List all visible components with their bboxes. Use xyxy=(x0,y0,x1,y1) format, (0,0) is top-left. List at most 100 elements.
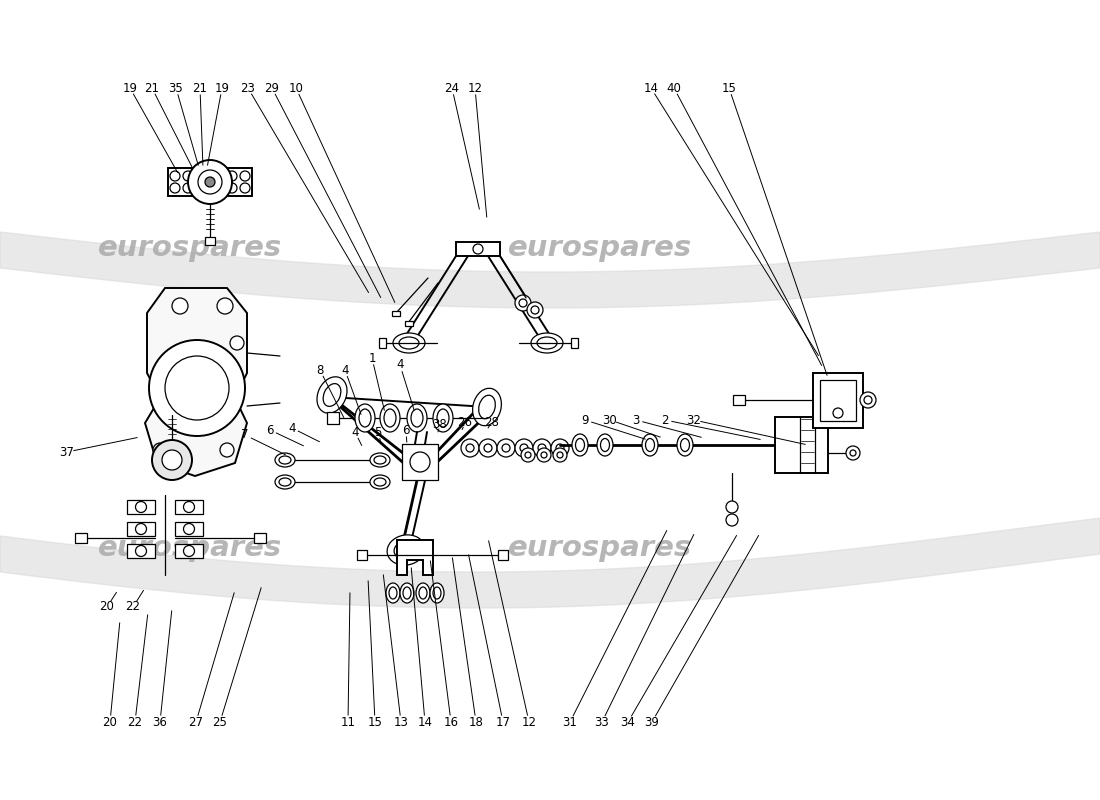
Circle shape xyxy=(538,444,546,452)
Text: 9: 9 xyxy=(581,414,589,426)
Ellipse shape xyxy=(478,395,495,418)
Text: 25: 25 xyxy=(212,715,228,729)
Text: 15: 15 xyxy=(367,715,383,729)
Circle shape xyxy=(152,440,192,480)
Circle shape xyxy=(478,439,497,457)
Polygon shape xyxy=(175,544,204,558)
Text: 33: 33 xyxy=(595,715,609,729)
Circle shape xyxy=(527,302,543,318)
Text: 21: 21 xyxy=(192,82,208,94)
Ellipse shape xyxy=(433,587,441,599)
Text: 37: 37 xyxy=(59,446,75,458)
Polygon shape xyxy=(397,540,433,575)
Text: 27: 27 xyxy=(188,715,204,729)
Circle shape xyxy=(170,171,180,181)
Circle shape xyxy=(466,444,474,452)
Text: 12: 12 xyxy=(521,715,537,729)
Text: eurospares: eurospares xyxy=(508,234,692,262)
Text: 12: 12 xyxy=(468,82,483,94)
Ellipse shape xyxy=(537,337,557,349)
Bar xyxy=(733,395,745,405)
Text: 39: 39 xyxy=(645,715,659,729)
Text: 3: 3 xyxy=(632,414,640,426)
Circle shape xyxy=(846,446,860,460)
Ellipse shape xyxy=(393,333,425,353)
Ellipse shape xyxy=(433,404,453,432)
Ellipse shape xyxy=(279,478,292,486)
Bar xyxy=(205,237,214,245)
Circle shape xyxy=(198,170,222,194)
Ellipse shape xyxy=(394,541,418,559)
Circle shape xyxy=(726,501,738,513)
Circle shape xyxy=(240,171,250,181)
Circle shape xyxy=(461,439,478,457)
Ellipse shape xyxy=(473,388,502,426)
Text: 1: 1 xyxy=(368,351,376,365)
Ellipse shape xyxy=(370,453,390,467)
Text: 4: 4 xyxy=(351,426,359,438)
Text: 11: 11 xyxy=(341,715,355,729)
Circle shape xyxy=(135,546,146,557)
Polygon shape xyxy=(813,373,864,428)
Circle shape xyxy=(184,546,195,557)
Text: 24: 24 xyxy=(444,82,460,94)
Circle shape xyxy=(864,396,872,404)
Polygon shape xyxy=(224,168,252,196)
Text: 4: 4 xyxy=(341,363,349,377)
Text: 29: 29 xyxy=(264,82,279,94)
Circle shape xyxy=(172,298,188,314)
Text: 28: 28 xyxy=(485,415,499,429)
Circle shape xyxy=(162,450,182,470)
Text: 22: 22 xyxy=(125,601,141,614)
Circle shape xyxy=(497,439,515,457)
Text: 14: 14 xyxy=(644,82,659,94)
Bar xyxy=(571,338,578,348)
Ellipse shape xyxy=(403,587,411,599)
Circle shape xyxy=(525,452,531,458)
Circle shape xyxy=(183,171,192,181)
Text: 32: 32 xyxy=(686,414,702,426)
Ellipse shape xyxy=(359,409,371,427)
Circle shape xyxy=(220,443,234,457)
Ellipse shape xyxy=(572,434,588,456)
Polygon shape xyxy=(456,242,501,256)
Circle shape xyxy=(521,448,535,462)
Circle shape xyxy=(541,452,547,458)
Circle shape xyxy=(515,295,531,311)
Ellipse shape xyxy=(379,404,400,432)
Ellipse shape xyxy=(389,587,397,599)
Circle shape xyxy=(165,356,229,420)
Polygon shape xyxy=(175,522,204,536)
Text: 19: 19 xyxy=(214,82,230,94)
Circle shape xyxy=(726,514,738,526)
Ellipse shape xyxy=(411,409,424,427)
Polygon shape xyxy=(776,417,828,473)
Circle shape xyxy=(135,502,146,513)
Text: 19: 19 xyxy=(122,82,138,94)
Polygon shape xyxy=(168,168,196,196)
Circle shape xyxy=(184,502,195,513)
Circle shape xyxy=(531,306,539,314)
Text: 18: 18 xyxy=(469,715,483,729)
Polygon shape xyxy=(126,500,155,514)
Circle shape xyxy=(240,183,250,193)
Text: 20: 20 xyxy=(100,601,114,614)
Circle shape xyxy=(230,336,244,350)
Text: 8: 8 xyxy=(317,363,323,377)
Circle shape xyxy=(502,444,510,452)
Circle shape xyxy=(551,439,569,457)
Ellipse shape xyxy=(642,434,658,456)
Circle shape xyxy=(520,444,528,452)
Polygon shape xyxy=(820,380,856,421)
Polygon shape xyxy=(175,500,204,514)
Ellipse shape xyxy=(430,583,444,603)
Text: 5: 5 xyxy=(374,426,382,438)
Ellipse shape xyxy=(597,434,613,456)
Circle shape xyxy=(850,450,856,456)
Circle shape xyxy=(148,340,245,436)
Ellipse shape xyxy=(531,333,563,353)
Ellipse shape xyxy=(676,434,693,456)
Circle shape xyxy=(473,244,483,254)
Ellipse shape xyxy=(275,475,295,489)
Text: 2: 2 xyxy=(661,414,669,426)
